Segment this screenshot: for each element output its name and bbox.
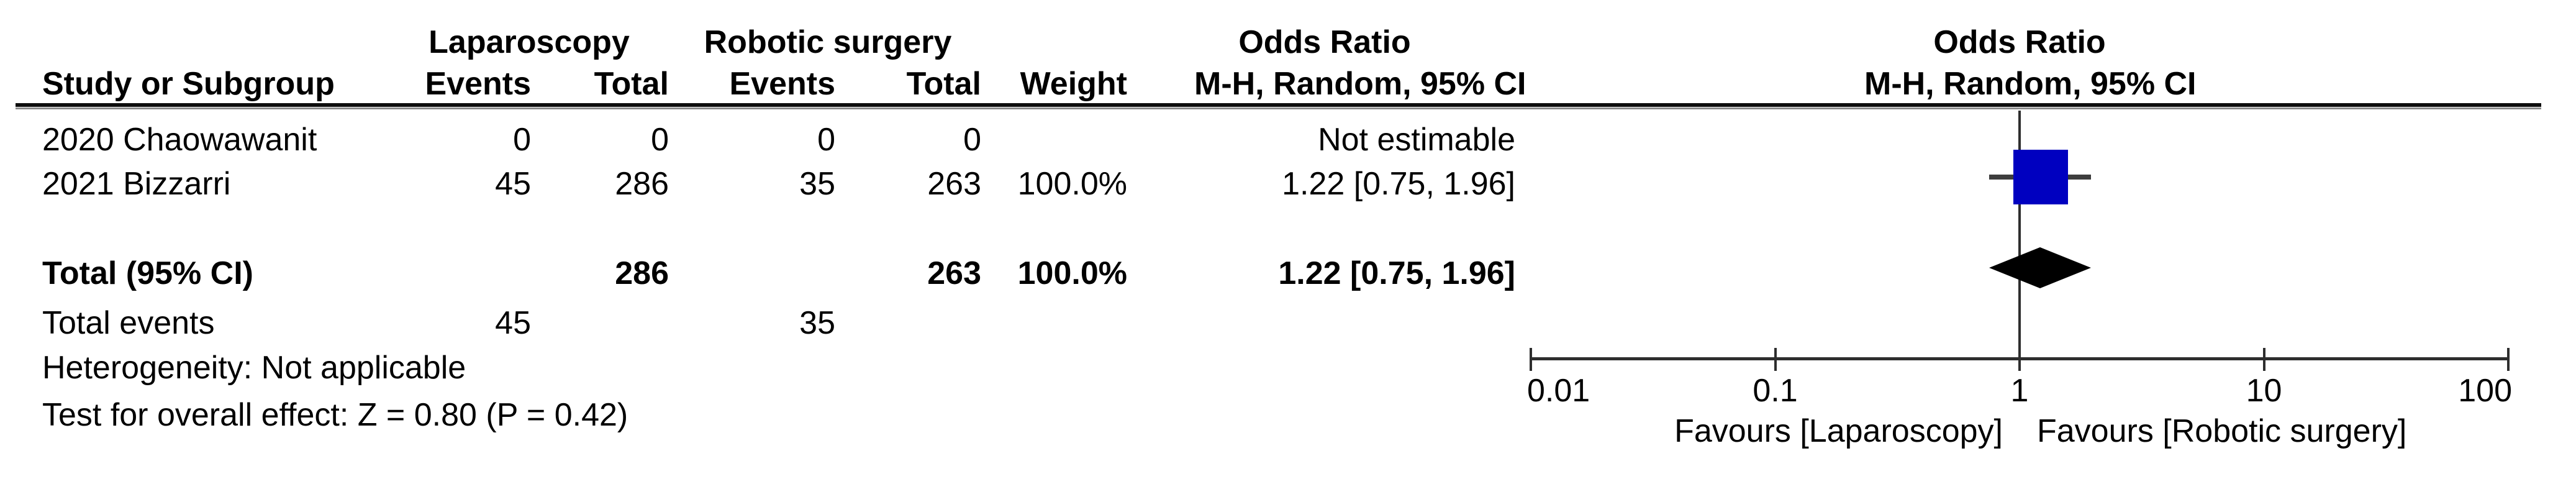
overall-effect-text: Test for overall effect: Z = 0.80 (P = 0… bbox=[42, 397, 628, 433]
group2-events: 0 bbox=[817, 122, 835, 158]
study-name: 2020 Chaowawanit bbox=[42, 122, 317, 158]
group2-header: Robotic surgery bbox=[704, 24, 952, 60]
group1-total-header: Total bbox=[594, 66, 669, 102]
favours-left-label: Favours [Laparoscopy] bbox=[1674, 413, 2003, 449]
axis-tick-label: 1 bbox=[2010, 373, 2029, 409]
group1-total: 286 bbox=[615, 166, 669, 202]
weight-value: 100.0% bbox=[1017, 166, 1127, 202]
plot-subtitle: M-H, Random, 95% CI bbox=[1864, 66, 2197, 102]
group1-events: 0 bbox=[513, 122, 531, 158]
study-column-header: Study or Subgroup bbox=[42, 66, 335, 102]
table-row-total: Total (95% CI) 286 263 100.0% 1.22 [0.75… bbox=[0, 257, 2576, 291]
weight-column-header: Weight bbox=[1020, 66, 1127, 102]
or-ci-value: Not estimable bbox=[1318, 122, 1515, 158]
total-weight: 100.0% bbox=[1017, 255, 1127, 291]
total-or-ci: 1.22 [0.75, 1.96] bbox=[1278, 255, 1515, 291]
group2-events: 35 bbox=[799, 166, 835, 202]
header-row-columns: Study or Subgroup Events Total Events To… bbox=[0, 68, 2576, 101]
group2-events-sum: 35 bbox=[799, 305, 835, 341]
group2-total: 0 bbox=[963, 122, 981, 158]
heterogeneity-text: Heterogeneity: Not applicable bbox=[42, 350, 466, 386]
table-row-study-1: 2020 Chaowawanit 0 0 0 0 Not estimable bbox=[0, 124, 2576, 157]
header-rule bbox=[16, 103, 2541, 107]
or-column-title: Odds Ratio bbox=[1238, 24, 1411, 60]
table-row-study-2: 2021 Bizzarri 45 286 35 263 100.0% 1.22 … bbox=[0, 168, 2576, 201]
axis-tick-label: 10 bbox=[2246, 373, 2282, 409]
study-square bbox=[2013, 150, 2068, 204]
axis-tick bbox=[2507, 348, 2510, 371]
group2-total-sum: 263 bbox=[927, 255, 981, 291]
group1-events-sum: 45 bbox=[495, 305, 531, 341]
group1-events-header: Events bbox=[425, 66, 531, 102]
study-name: 2021 Bizzarri bbox=[42, 166, 231, 202]
plot-title: Odds Ratio bbox=[1933, 24, 2106, 60]
axis-tick bbox=[1774, 348, 1777, 371]
axis-tick bbox=[2262, 348, 2265, 371]
group1-header: Laparoscopy bbox=[429, 24, 630, 60]
total-events-label: Total events bbox=[42, 305, 215, 341]
favours-right-label: Favours [Robotic surgery] bbox=[2037, 413, 2407, 449]
group1-total: 0 bbox=[651, 122, 669, 158]
axis-tick bbox=[1530, 348, 1532, 371]
or-ci-value: 1.22 [0.75, 1.96] bbox=[1282, 166, 1515, 202]
table-row-total-events: Total events 45 35 bbox=[0, 307, 2576, 340]
header-rule-shadow bbox=[16, 107, 2541, 109]
axis-tick-label: 100 bbox=[2458, 373, 2512, 409]
group2-total: 263 bbox=[927, 166, 981, 202]
or-column-subtitle: M-H, Random, 95% CI bbox=[1194, 66, 1526, 102]
total-diamond bbox=[1989, 247, 2091, 288]
group1-total-sum: 286 bbox=[615, 255, 669, 291]
group2-total-header: Total bbox=[906, 66, 981, 102]
header-row-groups: Laparoscopy Robotic surgery Odds Ratio O… bbox=[0, 26, 2576, 60]
group1-events: 45 bbox=[495, 166, 531, 202]
total-label: Total (95% CI) bbox=[42, 255, 253, 291]
axis-tick-label: 0.1 bbox=[1753, 373, 1798, 409]
axis-tick bbox=[2018, 348, 2021, 371]
axis-tick-label: 0.01 bbox=[1527, 373, 1590, 409]
group2-events-header: Events bbox=[729, 66, 835, 102]
plot-centerline bbox=[2018, 111, 2021, 371]
